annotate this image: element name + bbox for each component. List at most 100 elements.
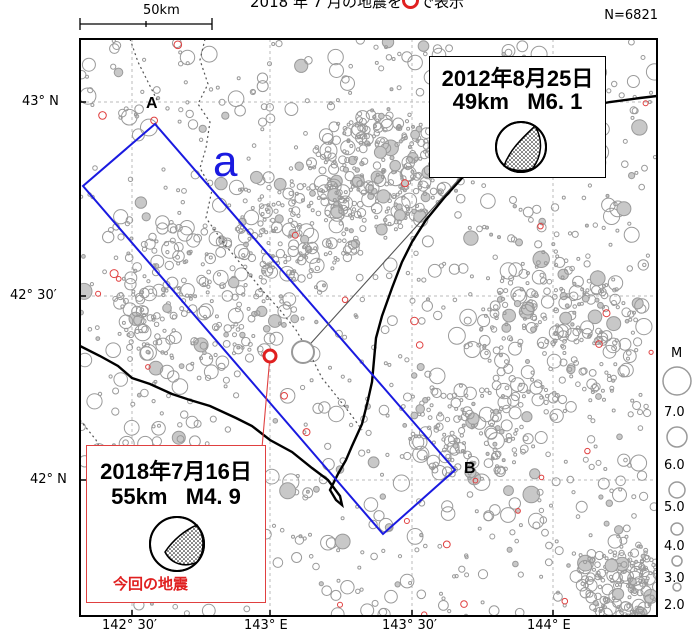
quake-circle xyxy=(630,587,639,597)
quake-circle xyxy=(130,401,136,407)
quake-circle xyxy=(327,152,337,162)
quake-circle xyxy=(199,356,203,361)
quake-circle xyxy=(612,572,623,583)
quake-circle xyxy=(597,584,603,590)
quake-circle xyxy=(425,297,431,302)
quake-circle xyxy=(431,387,442,399)
quake-circle xyxy=(597,477,610,490)
quake-circle xyxy=(630,115,635,120)
quake-circle xyxy=(271,42,276,46)
quake-circle xyxy=(291,534,295,539)
quake-circle xyxy=(111,407,120,416)
quake-circle xyxy=(534,240,543,249)
quake-circle xyxy=(263,468,280,485)
quake-circle xyxy=(259,228,265,235)
quake-circle xyxy=(429,187,438,196)
magnitude-legend-value: 5.0 xyxy=(664,500,685,515)
quake-circle xyxy=(351,176,363,188)
quake-circle xyxy=(308,268,314,274)
quake-circle xyxy=(410,174,416,180)
quake-circle xyxy=(412,187,420,195)
quake-circle xyxy=(365,429,372,436)
quake-circle xyxy=(213,352,218,358)
quake-circle xyxy=(178,363,185,370)
quake-circle xyxy=(518,523,523,528)
quake-circle xyxy=(256,345,264,353)
quake-circle xyxy=(340,580,355,595)
quake-circle xyxy=(474,509,479,514)
quake-circle xyxy=(294,58,309,73)
quake-circle xyxy=(235,285,246,296)
quake-circle xyxy=(98,111,107,120)
quake-circle xyxy=(612,340,618,346)
quake-circle xyxy=(549,408,564,423)
quake-circle xyxy=(392,117,405,130)
quake-circle xyxy=(177,210,182,215)
quake-circle xyxy=(580,320,595,335)
quake-circle xyxy=(440,506,456,521)
quake-circle xyxy=(461,423,466,428)
quake-circle xyxy=(629,563,634,568)
quake-circle xyxy=(223,324,232,333)
quake-circle xyxy=(403,392,412,402)
lon-label: 143° 30′ xyxy=(382,618,437,633)
quake-circle xyxy=(278,321,282,326)
quake-circle xyxy=(324,442,332,450)
quake-circle xyxy=(497,395,512,410)
quake-circle xyxy=(117,331,122,336)
quake-circle xyxy=(467,342,473,348)
quake-circle xyxy=(536,336,549,349)
quake-circle xyxy=(453,383,468,398)
quake-circle xyxy=(466,491,474,498)
quake-circle xyxy=(342,166,349,173)
quake-circle xyxy=(135,305,149,318)
quake-circle xyxy=(356,200,364,208)
quake-circle xyxy=(593,444,598,449)
quake-circle xyxy=(539,277,548,285)
quake-circle xyxy=(330,161,338,169)
quake-circle xyxy=(522,316,527,321)
quake-circle xyxy=(520,448,526,455)
quake-circle xyxy=(80,352,93,368)
quake-circle xyxy=(265,113,276,124)
quake-circle xyxy=(599,362,604,367)
quake-circle xyxy=(569,570,583,583)
quake-circle xyxy=(154,333,161,340)
quake-circle xyxy=(215,246,227,258)
quake-circle xyxy=(185,293,190,298)
quake-circle xyxy=(619,536,628,545)
quake-circle xyxy=(360,603,375,616)
quake-circle xyxy=(404,119,410,124)
quake-circle xyxy=(504,438,509,443)
quake-circle xyxy=(384,45,388,50)
quake-circle xyxy=(368,519,378,530)
quake-circle xyxy=(219,284,225,289)
quake-circle xyxy=(260,278,267,285)
quake-circle xyxy=(373,124,377,129)
quake-circle xyxy=(314,185,319,190)
quake-circle xyxy=(617,453,631,467)
quake-circle xyxy=(333,256,338,260)
quake-circle xyxy=(258,117,268,127)
quake-circle xyxy=(608,574,614,580)
quake-circle xyxy=(585,253,591,259)
quake-circle xyxy=(340,75,355,91)
quake-circle xyxy=(501,323,512,333)
quake-circle xyxy=(175,254,181,260)
quake-circle xyxy=(531,269,547,285)
quake-circle xyxy=(407,112,412,118)
boundary-line xyxy=(80,419,109,467)
quake-circle xyxy=(618,487,623,492)
quake-circle xyxy=(127,331,135,339)
quake-circle xyxy=(624,613,632,616)
quake-circle xyxy=(392,474,410,492)
quake-circle xyxy=(265,296,270,301)
quake-circle xyxy=(522,206,534,218)
quake-circle xyxy=(136,392,142,398)
event-count: N=6821 xyxy=(604,8,658,23)
quake-circle xyxy=(320,197,330,207)
quake-circle xyxy=(481,307,486,312)
quake-circle xyxy=(242,198,248,204)
quake-circle xyxy=(358,449,366,457)
quake-circle xyxy=(497,409,502,414)
